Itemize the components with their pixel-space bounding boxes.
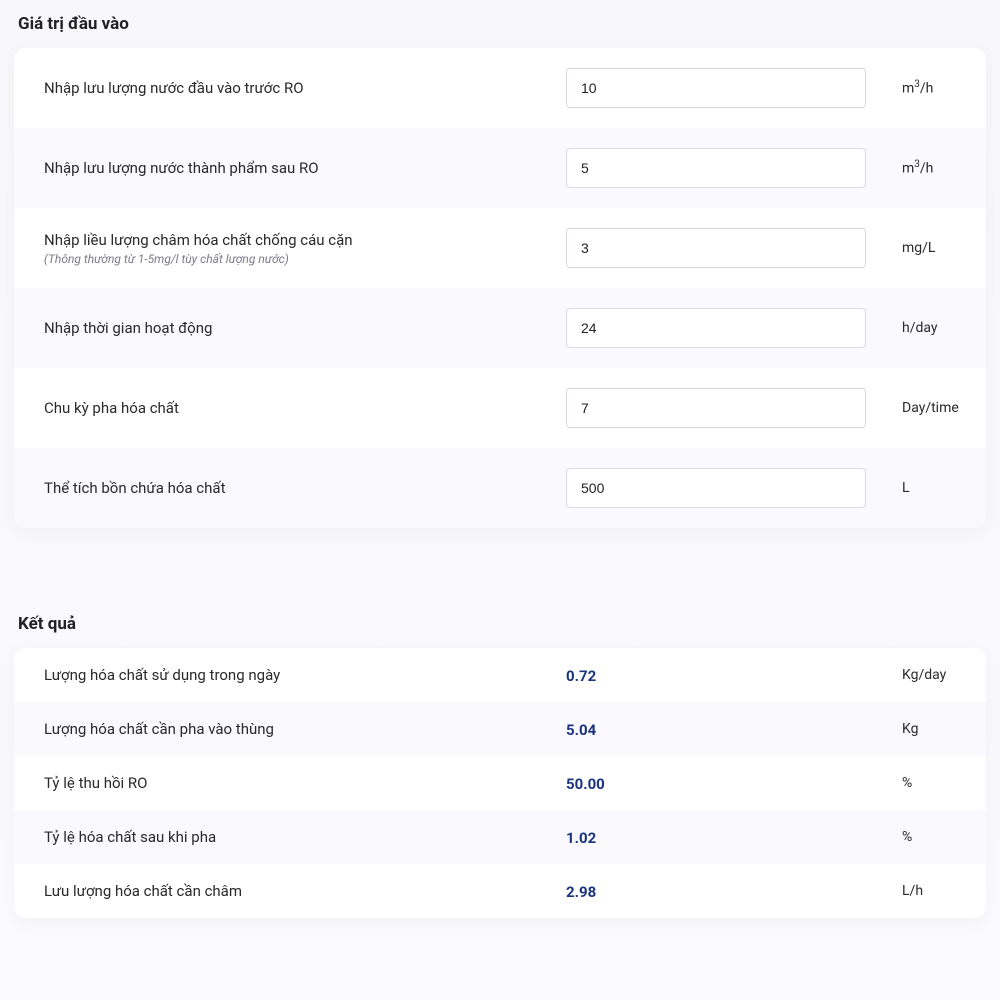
input-label-col: Nhập liều lượng châm hóa chất chống cáu … — [44, 231, 566, 266]
input-unit: mg/L — [866, 240, 956, 256]
result-label: Lưu lượng hóa chất cần châm — [44, 882, 566, 900]
dosage-input[interactable] — [566, 228, 866, 268]
inputs-card: Nhập lưu lượng nước đầu vào trước RO m3/… — [14, 48, 986, 528]
results-section-title: Kết quả — [18, 614, 986, 634]
input-sublabel: (Thông thường từ 1-5mg/l tùy chất lượng … — [44, 252, 546, 266]
result-unit: % — [866, 775, 956, 791]
result-value: 0.72 — [566, 667, 596, 685]
result-value: 2.98 — [566, 883, 596, 901]
result-value: 5.04 — [566, 721, 596, 739]
input-field-col — [566, 68, 866, 108]
result-row: Lượng hóa chất sử dụng trong ngày 0.72 K… — [14, 648, 986, 702]
flow-after-ro-input[interactable] — [566, 148, 866, 188]
input-field-col — [566, 228, 866, 268]
results-card: Lượng hóa chất sử dụng trong ngày 0.72 K… — [14, 648, 986, 918]
input-unit: L — [866, 480, 956, 496]
input-unit: m3/h — [866, 79, 956, 97]
input-field-col — [566, 308, 866, 348]
input-field-col — [566, 468, 866, 508]
result-value: 1.02 — [566, 829, 596, 847]
result-row: Tỷ lệ thu hồi RO 50.00 % — [14, 756, 986, 810]
input-label: Nhập liều lượng châm hóa chất chống cáu … — [44, 231, 546, 249]
result-unit: % — [866, 829, 956, 845]
input-field-col — [566, 148, 866, 188]
result-row: Tỷ lệ hóa chất sau khi pha 1.02 % — [14, 810, 986, 864]
result-value: 50.00 — [566, 775, 605, 793]
input-field-col — [566, 388, 866, 428]
flow-before-ro-input[interactable] — [566, 68, 866, 108]
input-row: Nhập lưu lượng nước đầu vào trước RO m3/… — [14, 48, 986, 128]
tank-volume-input[interactable] — [566, 468, 866, 508]
input-label: Nhập lưu lượng nước thành phẩm sau RO — [44, 159, 546, 177]
input-row: Nhập thời gian hoạt động h/day — [14, 288, 986, 368]
input-label-col: Nhập lưu lượng nước đầu vào trước RO — [44, 79, 566, 97]
input-row: Nhập liều lượng châm hóa chất chống cáu … — [14, 208, 986, 288]
result-unit: L/h — [866, 883, 956, 899]
result-label: Tỷ lệ thu hồi RO — [44, 774, 566, 792]
operating-time-input[interactable] — [566, 308, 866, 348]
input-row: Thể tích bồn chứa hóa chất L — [14, 448, 986, 528]
result-unit: Kg/day — [866, 667, 956, 683]
result-row: Lưu lượng hóa chất cần châm 2.98 L/h — [14, 864, 986, 918]
input-label: Nhập thời gian hoạt động — [44, 319, 546, 337]
input-label: Chu kỳ pha hóa chất — [44, 399, 546, 417]
input-label-col: Nhập thời gian hoạt động — [44, 319, 566, 337]
input-row: Chu kỳ pha hóa chất Day/time — [14, 368, 986, 448]
input-label-col: Chu kỳ pha hóa chất — [44, 399, 566, 417]
result-label: Lượng hóa chất sử dụng trong ngày — [44, 666, 566, 684]
input-label: Thể tích bồn chứa hóa chất — [44, 479, 546, 497]
input-unit: h/day — [866, 320, 956, 336]
inputs-section-title: Giá trị đầu vào — [18, 14, 986, 34]
result-label: Tỷ lệ hóa chất sau khi pha — [44, 828, 566, 846]
input-label: Nhập lưu lượng nước đầu vào trước RO — [44, 79, 546, 97]
input-unit: m3/h — [866, 159, 956, 177]
input-label-col: Nhập lưu lượng nước thành phẩm sau RO — [44, 159, 566, 177]
input-unit: Day/time — [866, 400, 956, 416]
result-label: Lượng hóa chất cần pha vào thùng — [44, 720, 566, 738]
input-row: Nhập lưu lượng nước thành phẩm sau RO m3… — [14, 128, 986, 208]
input-label-col: Thể tích bồn chứa hóa chất — [44, 479, 566, 497]
mixing-cycle-input[interactable] — [566, 388, 866, 428]
result-unit: Kg — [866, 721, 956, 737]
result-row: Lượng hóa chất cần pha vào thùng 5.04 Kg — [14, 702, 986, 756]
